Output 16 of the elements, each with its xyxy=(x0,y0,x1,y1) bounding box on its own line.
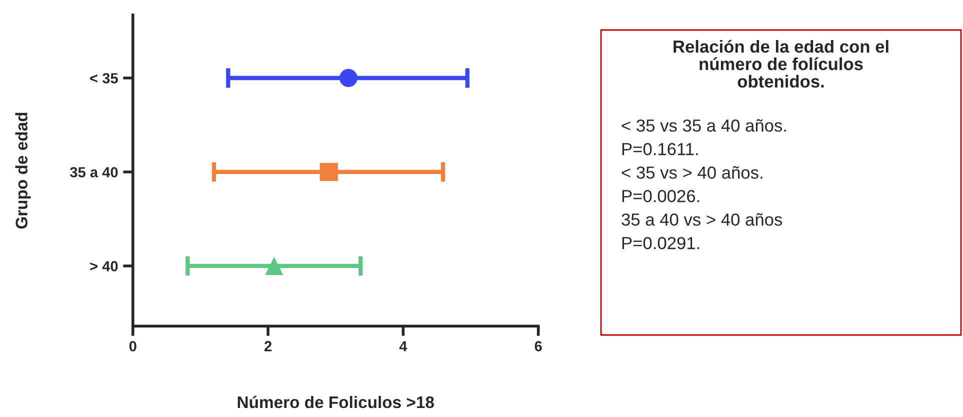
x-axis-title: Número de Foliculos >18 xyxy=(238,396,434,408)
y-tick-label: > 40 xyxy=(90,261,118,272)
text: 35 a 40 vs > 40 años xyxy=(622,213,782,226)
text: < 35 vs > 40 años. xyxy=(622,166,762,179)
text: P=0.0026. xyxy=(622,190,700,202)
x-tick-label: 4 xyxy=(399,341,408,352)
y-tick-label: 35 a 40 xyxy=(70,167,118,178)
text: P=0.1611. xyxy=(622,142,698,156)
y-axis-title: Grupo de edad xyxy=(15,112,31,229)
x-tick-label: 6 xyxy=(534,341,542,352)
x-tick-label: 2 xyxy=(264,341,272,352)
text: P=0.0291. xyxy=(622,236,700,250)
y-tick-label: < 35 xyxy=(90,73,118,84)
x-tick-label: 0 xyxy=(129,341,136,352)
text: < 35 vs 35 a 40 años. xyxy=(622,119,786,132)
text: Relación de la edad con el número de folículos obtenidos. xyxy=(674,40,888,88)
